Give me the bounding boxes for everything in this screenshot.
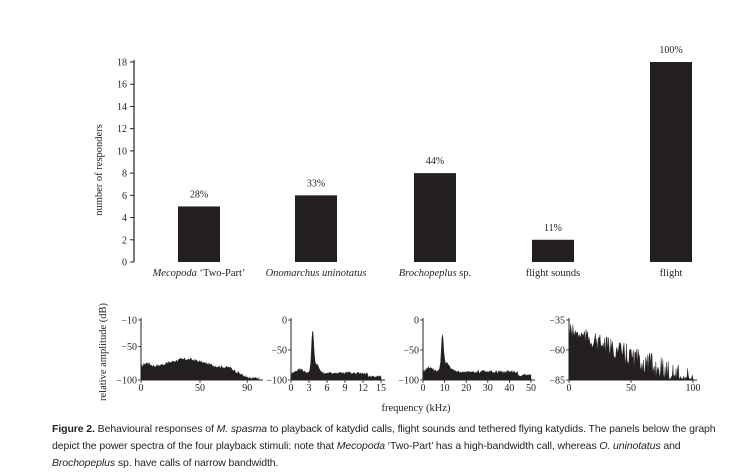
bar-chart: 0 2 4 6 8 10 12 14 16 18 number of responders 28% Me… [94, 45, 692, 279]
spectrum-0-y-tick-label-0: −10 [121, 316, 137, 327]
spectrum-1-y-tick-label-2: −100 [266, 376, 287, 387]
spectrum-fill-0 [140, 357, 260, 381]
x-category-label-3-part-0: flight sounds [526, 268, 581, 279]
y-axis-label: number of responders [94, 124, 105, 216]
spectrum-fill-1 [290, 331, 382, 381]
spectrum-3-x-tick-label-1: 50 [626, 383, 636, 394]
caption-part-6: and [660, 440, 681, 452]
spectrum-3-x-tick-label-0: 0 [567, 383, 572, 394]
x-category-label-4: flight [660, 268, 683, 279]
bar-3 [532, 239, 574, 262]
spectrum-2-x-tick-label-2: 20 [461, 383, 471, 394]
figure-caption: Figure 2. Behavioural responses of M. sp… [52, 421, 742, 472]
bar-1 [295, 195, 337, 262]
spectrum-3-y-tick-label-1: −60 [549, 346, 565, 357]
y-tick-label-0: 0 [122, 258, 127, 269]
caption-text: Behavioural responses of M. spasma to pl… [52, 423, 716, 469]
x-category-label-1-part-0: Onomarchus uninotatus [266, 268, 367, 279]
caption-part-8: sp. have calls of narrow bandwidth. [115, 457, 279, 469]
caption-part-5: O. uninotatus [599, 440, 661, 452]
spectrum-fill-3 [568, 324, 694, 381]
bar-data-label-0: 28% [190, 189, 208, 200]
x-category-label-0-part-0: Mecopoda [152, 268, 197, 279]
spectrum-2-y-tick-label-2: −100 [398, 376, 419, 387]
x-category-label-0: Mecopoda ‘Two-Part’ [152, 268, 246, 279]
x-category-label-0-part-1: ‘Two-Part’ [197, 268, 246, 279]
y-tick-label-8: 16 [117, 80, 127, 91]
spectrum-2-x-tick-label-0: 0 [421, 383, 426, 394]
x-category-label-2: Brochopeplus sp. [399, 268, 472, 279]
spectrum-1-x-tick-label-5: 15 [376, 383, 386, 394]
spectrum-3-x-tick-label-2: 100 [686, 383, 701, 394]
bar-data-label-2: 44% [426, 156, 444, 167]
x-category-label-4-part-0: flight [660, 268, 683, 279]
bar-2 [414, 173, 456, 262]
caption-label: Figure 2. [52, 423, 95, 435]
y-tick-label-9: 18 [117, 58, 127, 69]
spectrum-2-x-tick-label-1: 10 [440, 383, 450, 394]
bar-4 [650, 62, 692, 262]
y-tick-label-1: 2 [122, 235, 127, 246]
caption-part-7: Brochopeplus [52, 457, 116, 469]
spectrum-3-y-tick-label-0: −35 [549, 316, 565, 327]
spectrum-1-x-tick-label-0: 0 [289, 383, 294, 394]
y-tick-label-5: 10 [117, 146, 127, 157]
spectrum-0-x-tick-label-0: 0 [139, 383, 144, 394]
spectrum-1-y-tick-label-1: −50 [271, 346, 287, 357]
bar-data-label-4: 100% [659, 45, 682, 56]
spectra-x-axis-label: frequency (kHz) [381, 403, 451, 414]
y-tick-label-2: 4 [122, 213, 127, 224]
spectrum-2-x-tick-label-4: 40 [504, 383, 514, 394]
spectrum-1-x-tick-label-1: 3 [307, 383, 312, 394]
y-tick-label-4: 8 [122, 169, 127, 180]
spectra-y-axis-label: relative amplitude (dB) [98, 303, 109, 401]
caption-part-2: to playback of katydid calls, flight sou… [52, 423, 716, 452]
caption-part-1: M. spasma [216, 423, 268, 435]
bar-0 [178, 206, 220, 262]
spectrum-0-x-tick-label-2: 90 [242, 383, 252, 394]
spectrum-1-x-tick-label-4: 12 [358, 383, 368, 394]
x-category-label-2-part-0: Brochopeplus [399, 268, 457, 279]
bar-data-label-1: 33% [307, 178, 325, 189]
spectrum-fill-2 [422, 334, 532, 381]
x-category-label-1: Onomarchus uninotatus [266, 268, 367, 279]
spectrum-0-y-tick-label-2: −100 [116, 376, 137, 387]
spectrum-2-y-tick-label-0: 0 [414, 316, 419, 327]
bar-data-label-3: 11% [544, 223, 562, 234]
x-category-label-2-part-1: sp. [457, 268, 472, 279]
spectrum-3-y-tick-label-2: −85 [549, 376, 565, 387]
spectrum-0-y-tick-label-1: −50 [121, 342, 137, 353]
spectrum-2-x-tick-label-3: 30 [483, 383, 493, 394]
y-tick-label-3: 6 [122, 191, 127, 202]
x-category-label-3: flight sounds [526, 268, 581, 279]
spectrum-0-x-tick-label-1: 50 [195, 383, 205, 394]
spectrum-2-y-tick-label-1: −50 [403, 346, 419, 357]
caption-part-0: Behavioural responses of [94, 423, 217, 435]
figure-svg: 0 2 4 6 8 10 12 14 16 18 number of responders 28% Me… [94, 45, 701, 414]
spectrum-1-x-tick-label-3: 9 [343, 383, 348, 394]
caption-part-4: ‘Two-Part’ has a high-bandwidth call, wh… [384, 440, 600, 452]
spectrum-2-x-tick-label-5: 50 [526, 383, 536, 394]
spectrum-panel-3: −35 −60 −850 50 100 [549, 316, 700, 395]
y-tick-label-6: 12 [117, 124, 127, 135]
spectrum-1-y-tick-label-0: 0 [282, 316, 287, 327]
y-tick-label-7: 14 [117, 102, 127, 113]
spectrum-1-x-tick-label-2: 6 [325, 383, 330, 394]
caption-part-3: Mecopoda [336, 440, 385, 452]
